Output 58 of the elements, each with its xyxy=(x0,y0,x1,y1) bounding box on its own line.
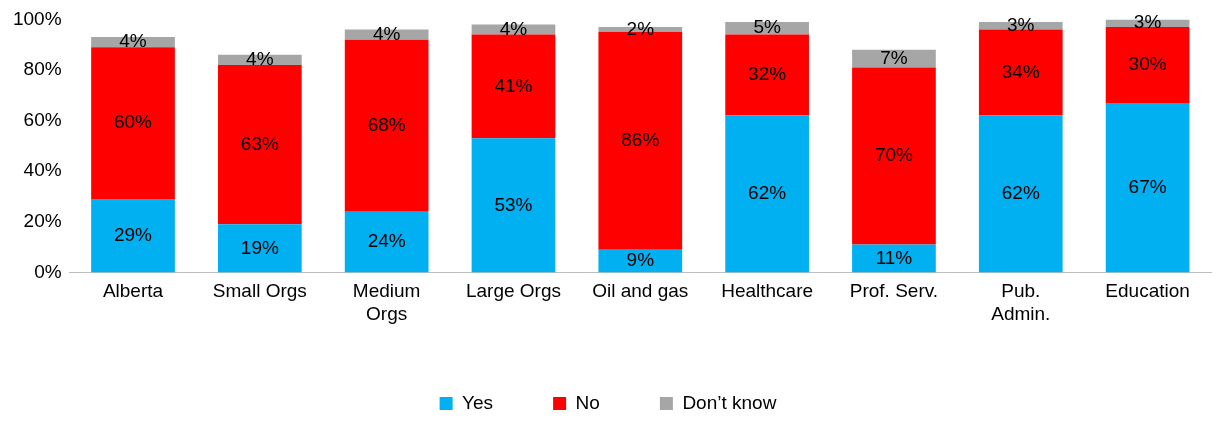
bar xyxy=(1105,102,1190,273)
y-tick-label: 100% xyxy=(12,7,62,29)
data-label: 29% xyxy=(113,223,153,245)
data-label: 30% xyxy=(1128,53,1167,75)
data-label: 9% xyxy=(626,249,655,271)
x-tick-label: Oil and gas xyxy=(592,280,689,302)
data-label: 70% xyxy=(874,144,914,166)
bar xyxy=(344,211,429,273)
bar xyxy=(725,115,809,273)
bar xyxy=(217,64,302,225)
data-label: 86% xyxy=(621,129,660,151)
data-label: 4% xyxy=(246,48,274,70)
y-tick-label: 60% xyxy=(23,108,62,130)
y-tick-label: 40% xyxy=(23,159,62,181)
legend-label: Don’t know xyxy=(682,391,777,413)
data-label: 3% xyxy=(1007,13,1035,35)
data-label: 53% xyxy=(494,193,533,215)
y-tick-label: 80% xyxy=(23,58,62,80)
bar xyxy=(1105,26,1190,103)
x-tick-label: Large Orgs xyxy=(465,280,561,302)
bar xyxy=(344,39,429,212)
data-label: 67% xyxy=(1128,175,1167,197)
data-label: 34% xyxy=(1001,60,1040,82)
x-tick-label: Alberta xyxy=(102,280,164,302)
data-label: 5% xyxy=(753,16,781,38)
data-label: 11% xyxy=(875,246,913,268)
bar xyxy=(91,199,175,273)
data-label: 4% xyxy=(372,22,401,44)
bar xyxy=(978,115,1063,273)
data-label: 7% xyxy=(880,46,908,68)
x-tick-label: Prof. Serv. xyxy=(849,280,939,302)
data-label: 60% xyxy=(113,111,153,133)
legend-label: Yes xyxy=(462,391,494,413)
x-tick-label: Pub. Admin. xyxy=(991,280,1051,324)
x-tick-label: Medium Orgs xyxy=(352,280,421,324)
x-tick-label: Healthcare xyxy=(721,280,814,302)
bar xyxy=(852,67,936,245)
data-label: 62% xyxy=(748,182,787,204)
legend-label: No xyxy=(575,391,600,413)
bar xyxy=(978,29,1063,116)
bar xyxy=(91,47,175,200)
data-label: 41% xyxy=(494,74,533,96)
data-label: 4% xyxy=(499,17,528,39)
data-label: 24% xyxy=(367,230,406,252)
data-label: 4% xyxy=(119,30,147,52)
bar xyxy=(217,224,302,273)
data-label: 19% xyxy=(240,236,279,258)
data-label: 32% xyxy=(748,63,787,85)
x-tick-label: Small Orgs xyxy=(212,280,307,302)
y-tick-label: 0% xyxy=(34,260,62,282)
y-tick-label: 20% xyxy=(23,210,62,232)
x-tick-label: Education xyxy=(1105,280,1190,302)
bar xyxy=(471,138,556,273)
data-label: 62% xyxy=(1001,182,1040,204)
bar xyxy=(725,34,809,116)
bar xyxy=(471,34,556,139)
data-label: 63% xyxy=(240,132,279,154)
data-label: 68% xyxy=(367,113,406,135)
